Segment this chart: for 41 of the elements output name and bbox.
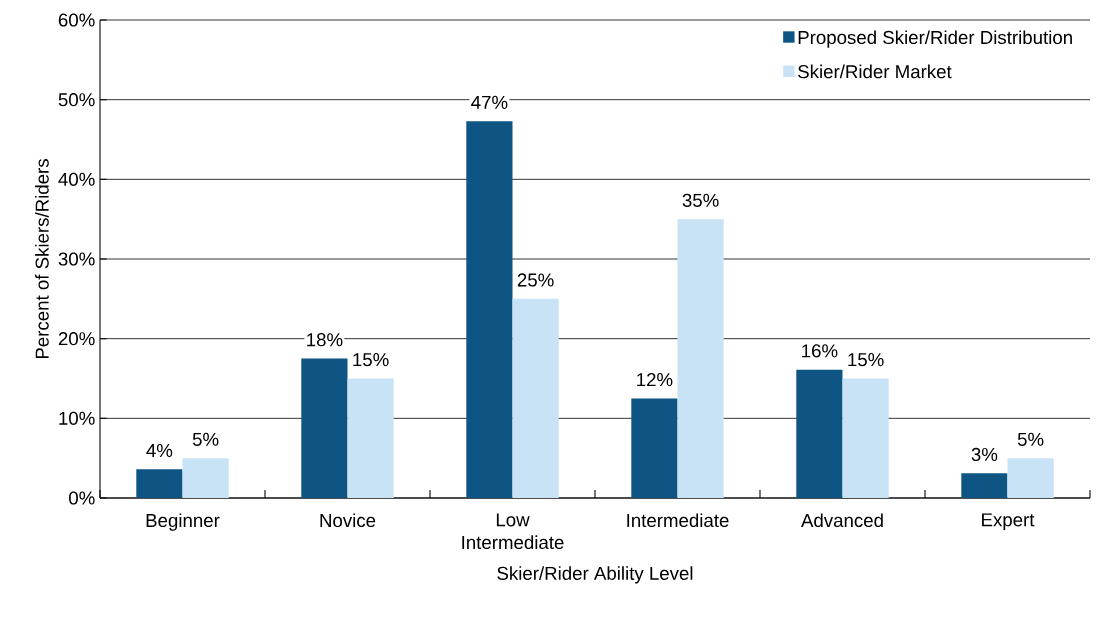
bar bbox=[842, 378, 889, 498]
data-label: 16% bbox=[802, 344, 838, 358]
bar bbox=[1007, 458, 1054, 498]
bar bbox=[961, 473, 1008, 498]
x-tick-label: Advanced bbox=[801, 513, 883, 528]
y-tick-label: 60% bbox=[58, 13, 95, 27]
x-axis-title: Skier/Rider Ability Level bbox=[497, 566, 693, 584]
bar bbox=[182, 458, 229, 498]
data-label: 4% bbox=[146, 443, 173, 458]
y-tick-label: 30% bbox=[58, 252, 95, 266]
bar bbox=[677, 219, 724, 498]
y-tick-label: 20% bbox=[58, 332, 95, 346]
y-axis-title: Percent of Skiers/Riders bbox=[35, 159, 49, 359]
bar bbox=[631, 398, 678, 498]
data-label: 18% bbox=[307, 333, 343, 347]
data-label: 5% bbox=[1017, 432, 1044, 446]
data-label: 3% bbox=[971, 447, 998, 462]
x-tick-label: Beginner bbox=[146, 513, 220, 531]
x-tick-label: Expert bbox=[982, 513, 1035, 531]
data-label: 25% bbox=[517, 273, 554, 287]
legend-label: Skier/Rider Market bbox=[798, 64, 952, 79]
x-tick-label: Intermediate bbox=[627, 513, 729, 528]
y-tick-label: 50% bbox=[58, 93, 95, 107]
y-tick-label: 10% bbox=[59, 411, 95, 425]
y-tick-label: 40% bbox=[58, 172, 95, 186]
data-label: 15% bbox=[848, 353, 884, 367]
bar bbox=[512, 298, 559, 498]
bar bbox=[796, 369, 843, 498]
data-label: 12% bbox=[637, 372, 673, 387]
x-tick-label: Novice bbox=[320, 513, 376, 528]
data-label: 5% bbox=[192, 432, 219, 446]
bar bbox=[301, 358, 348, 498]
y-tick-label: 0% bbox=[69, 491, 95, 505]
bar bbox=[347, 378, 394, 498]
data-label: 35% bbox=[682, 193, 719, 207]
bar bbox=[466, 121, 513, 498]
data-label: 15% bbox=[353, 353, 389, 367]
x-tick-label: Low Intermediate bbox=[462, 513, 564, 550]
data-label: 47% bbox=[471, 95, 508, 109]
bar bbox=[136, 469, 183, 498]
legend-label: Proposed Skier/Rider Distribution bbox=[798, 30, 1072, 48]
